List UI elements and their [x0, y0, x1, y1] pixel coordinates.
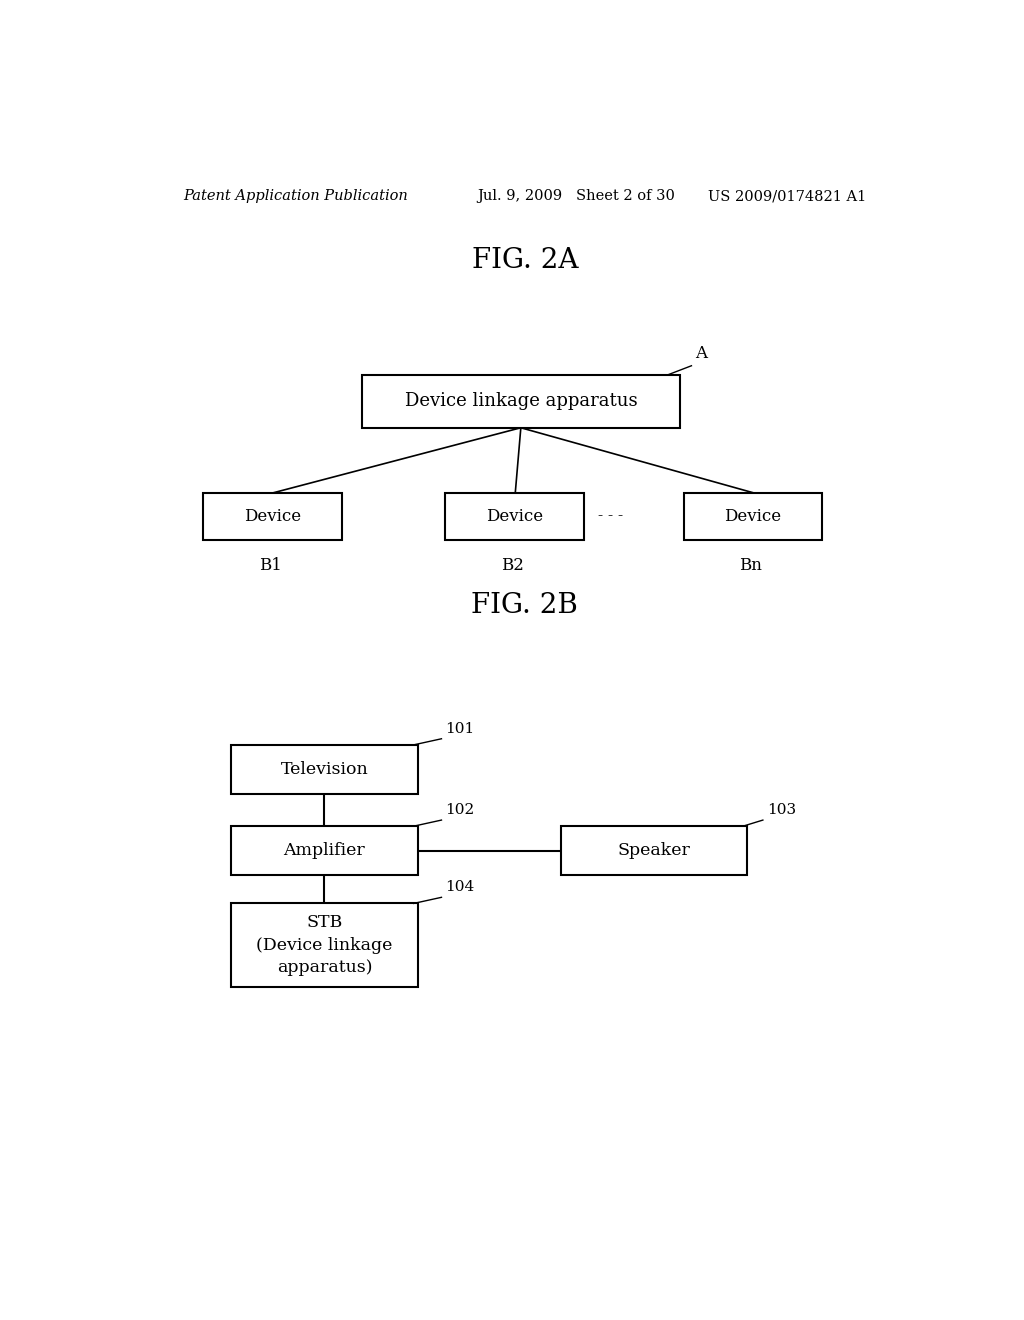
Text: B1: B1 — [259, 557, 283, 574]
Text: Speaker: Speaker — [617, 842, 690, 859]
Bar — [204, 492, 342, 540]
Bar — [231, 826, 418, 875]
Bar — [684, 492, 822, 540]
Text: Amplifier: Amplifier — [284, 842, 366, 859]
Bar — [560, 826, 748, 875]
Text: FIG. 2A: FIG. 2A — [471, 247, 579, 273]
Text: Bn: Bn — [739, 557, 763, 574]
Text: Jul. 9, 2009   Sheet 2 of 30: Jul. 9, 2009 Sheet 2 of 30 — [477, 189, 675, 203]
Text: 101: 101 — [445, 722, 475, 735]
Text: 102: 102 — [445, 803, 475, 817]
Text: STB
(Device linkage
apparatus): STB (Device linkage apparatus) — [256, 915, 392, 975]
Text: Device linkage apparatus: Device linkage apparatus — [404, 392, 637, 411]
Text: Device: Device — [724, 508, 781, 524]
Text: Patent Application Publication: Patent Application Publication — [183, 189, 409, 203]
Text: US 2009/0174821 A1: US 2009/0174821 A1 — [708, 189, 866, 203]
Bar — [231, 744, 418, 793]
Bar — [231, 903, 418, 987]
Text: Device: Device — [245, 508, 301, 524]
Text: 103: 103 — [767, 803, 796, 817]
Bar — [445, 492, 585, 540]
Bar — [362, 375, 680, 428]
Text: 104: 104 — [445, 880, 475, 894]
Text: B2: B2 — [502, 557, 524, 574]
Text: FIG. 2B: FIG. 2B — [471, 593, 579, 619]
Text: Device: Device — [486, 508, 544, 524]
Text: A: A — [695, 345, 708, 362]
Text: - - -: - - - — [598, 510, 623, 523]
Text: Television: Television — [281, 760, 369, 777]
